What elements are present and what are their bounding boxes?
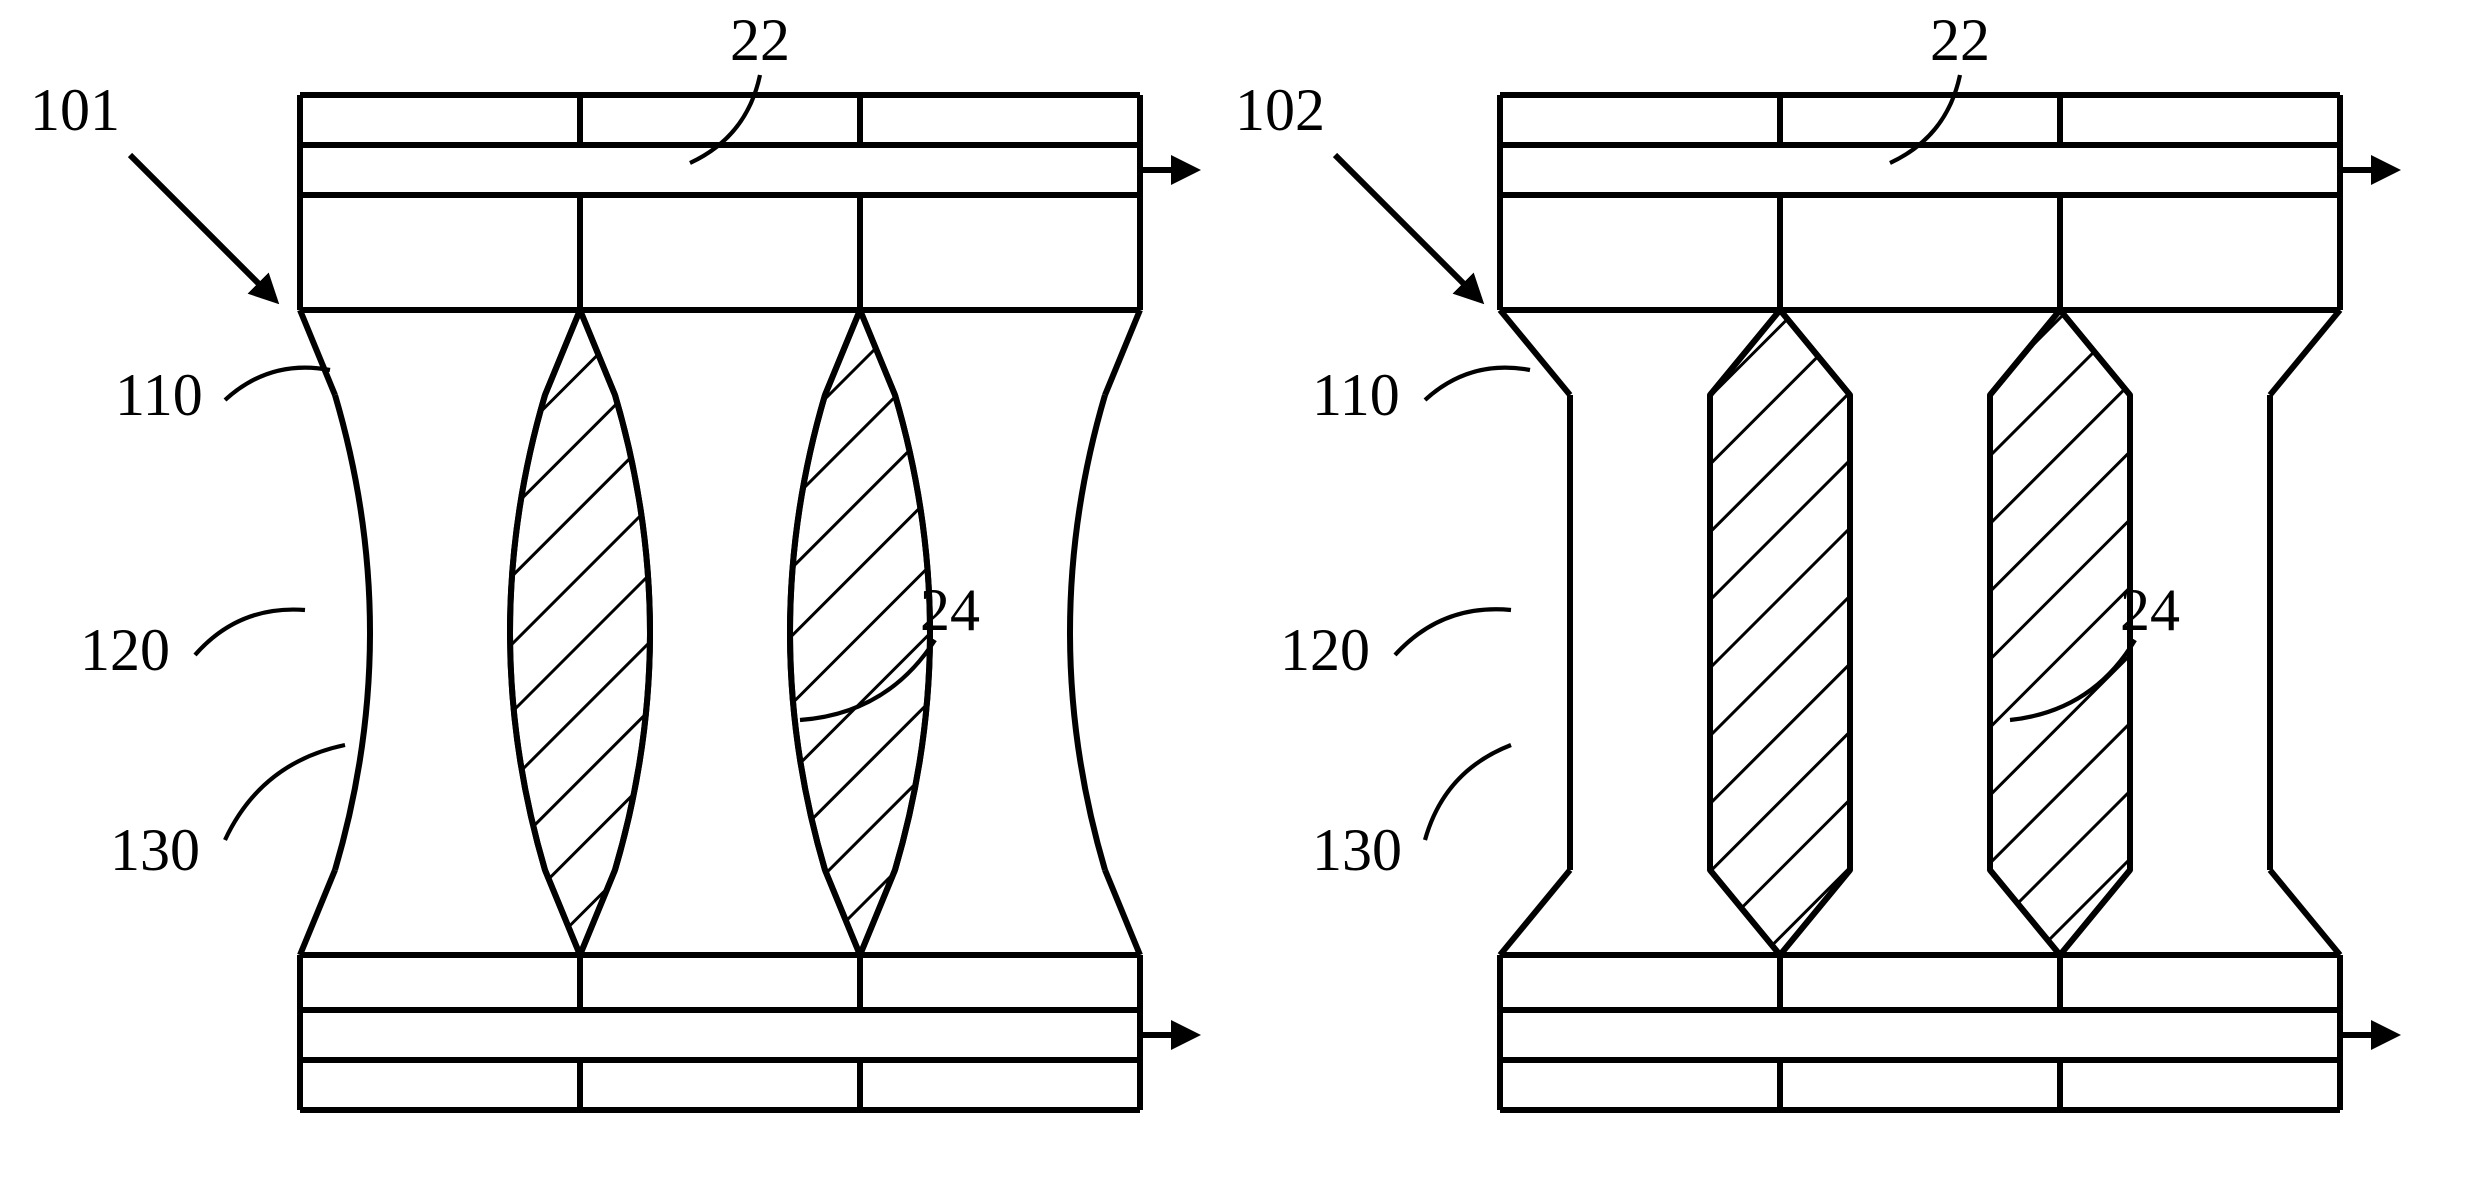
label-130: 130 (1312, 817, 1402, 883)
gap-fill (1990, 310, 2130, 955)
label-fig-id: 101 (30, 77, 120, 143)
figure-101: 101 22 24 110 120 130 (30, 7, 1195, 1110)
label-120: 120 (80, 617, 170, 683)
gap-fill (510, 310, 650, 955)
label-fig-id: 102 (1235, 77, 1325, 143)
label-22: 22 (1930, 7, 1990, 73)
label-110: 110 (115, 362, 203, 428)
gap-fill (790, 310, 930, 955)
label-110: 110 (1312, 362, 1400, 428)
label-24: 24 (920, 577, 980, 643)
figure-102: 102 22 24 110 120 130 (1235, 7, 2395, 1110)
label-130: 130 (110, 817, 200, 883)
label-120: 120 (1280, 617, 1370, 683)
label-24: 24 (2120, 577, 2180, 643)
label-22: 22 (730, 7, 790, 73)
gap-fill (1710, 310, 1850, 955)
